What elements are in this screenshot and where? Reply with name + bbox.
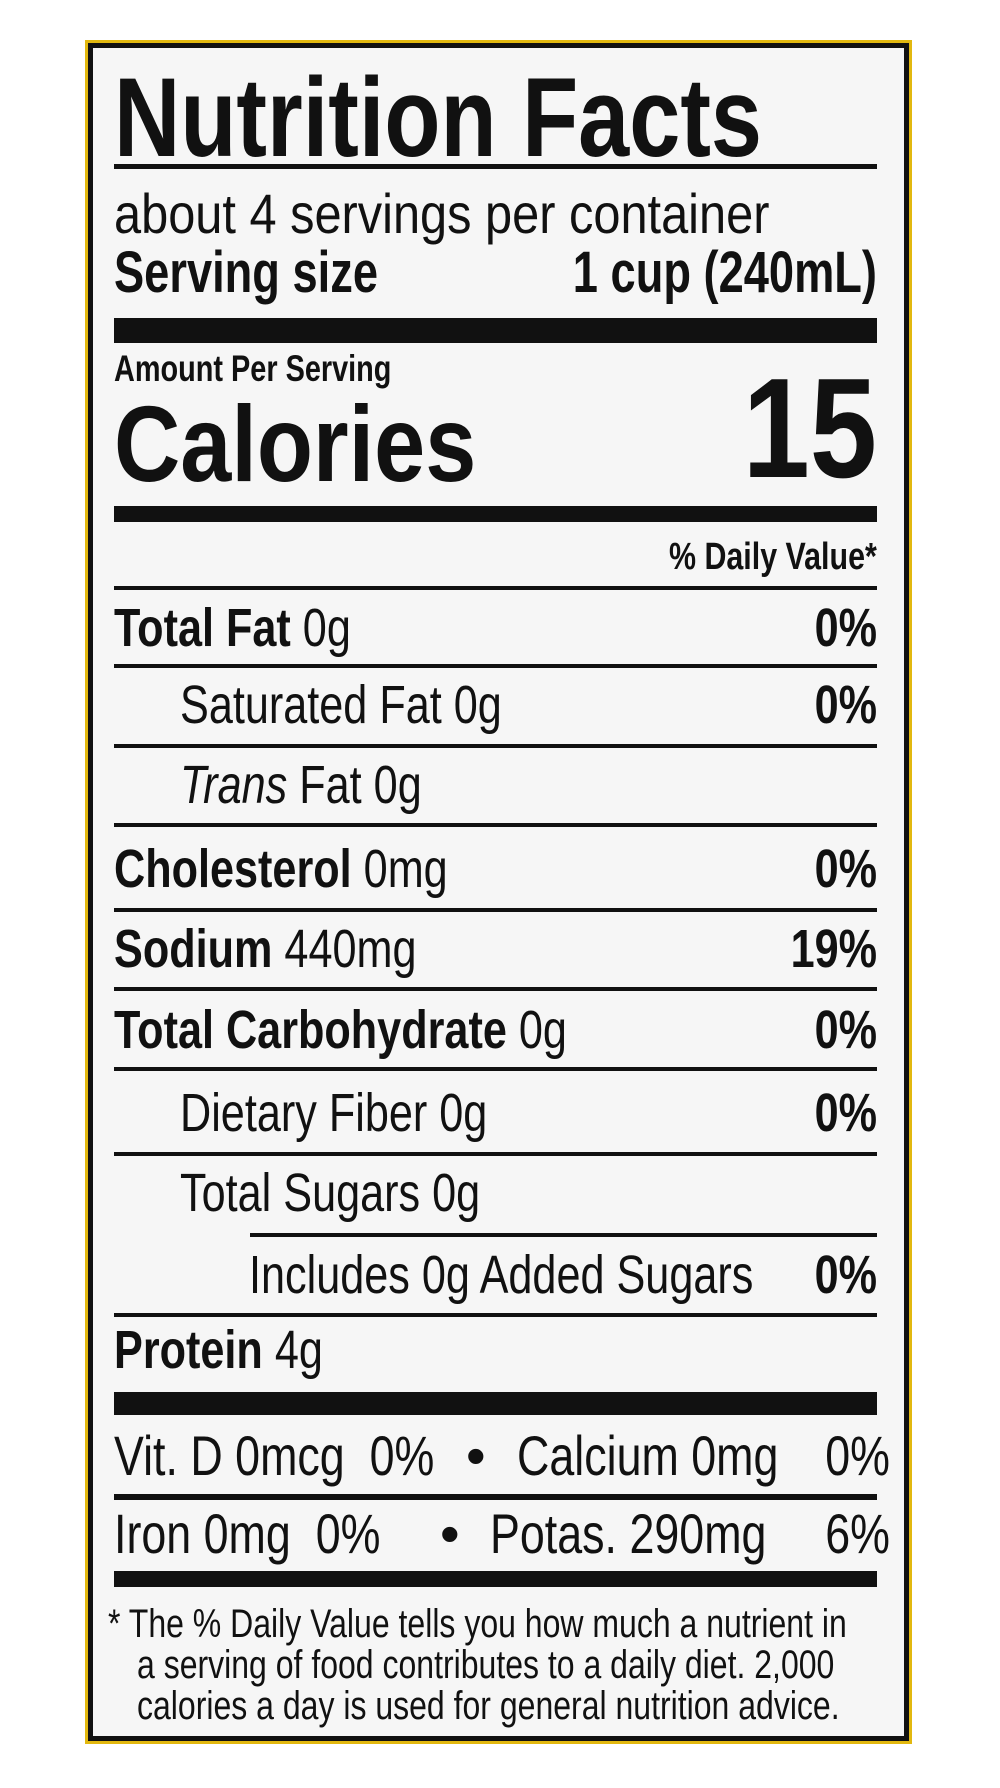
dv-sodium: 19%: [790, 919, 877, 979]
nutrient-row-total-carbohydrate: Total Carbohydrate 0g: [114, 1000, 567, 1060]
nutrient-row-cholesterol: Cholesterol 0mg: [114, 839, 448, 899]
label-title: Nutrition Facts: [114, 55, 762, 180]
short-divider: [250, 1233, 877, 1237]
divider: [114, 1494, 877, 1500]
footnote-line-2: a serving of food contributes to a daily…: [137, 1643, 835, 1687]
servings-per-container: about 4 servings per container: [114, 182, 770, 245]
calories-value: 15: [742, 349, 877, 508]
dv-dietary-fiber: 0%: [814, 1083, 877, 1143]
label-border: [88, 43, 909, 1741]
divider: [114, 664, 877, 668]
daily-value-header: % Daily Value*: [669, 536, 877, 578]
serving-size-value: 1 cup (240mL): [572, 240, 877, 305]
potassium: Potas. 290mg: [490, 1502, 767, 1565]
divider: [114, 1152, 877, 1156]
dv-added-sugars: 0%: [814, 1245, 877, 1305]
vitamin-d: Vit. D 0mcg 0%: [114, 1424, 435, 1487]
divider: [114, 1313, 877, 1317]
footnote-line-3: calories a day is used for general nutri…: [137, 1684, 840, 1728]
nutrient-row-total-sugars: Total Sugars 0g: [180, 1163, 481, 1223]
nutrient-row-total-fat: Total Fat 0g: [114, 598, 351, 658]
divider: [114, 987, 877, 991]
amount-per-serving: Amount Per Serving: [114, 348, 392, 389]
nutrient-row-trans-fat: Trans Fat 0g: [180, 755, 422, 815]
divider: [114, 744, 877, 748]
dv-total-fat: 0%: [814, 598, 877, 658]
bullet-separator: •: [466, 1424, 486, 1487]
dv-saturated-fat: 0%: [814, 675, 877, 735]
divider: [114, 1067, 877, 1071]
nutrient-row-sodium: Sodium 440mg: [114, 919, 417, 979]
divider: [114, 823, 877, 827]
nutrient-row-dietary-fiber: Dietary Fiber 0g: [180, 1083, 488, 1143]
nutrient-row-saturated-fat: Saturated Fat 0g: [180, 675, 502, 735]
dv-calcium: 0%: [825, 1424, 890, 1487]
divider: [114, 908, 877, 912]
thick-divider: [114, 1392, 877, 1415]
divider: [114, 164, 877, 169]
footnote-line-1: * The % Daily Value tells you how much a…: [108, 1602, 847, 1646]
dv-cholesterol: 0%: [814, 839, 877, 899]
nutrient-row-added-sugars: Includes 0g Added Sugars: [249, 1245, 754, 1305]
thick-divider: [114, 318, 877, 343]
iron: Iron 0mg 0%: [114, 1502, 381, 1565]
divider: [114, 586, 877, 590]
nutrient-row-protein: Protein 4g: [114, 1320, 323, 1380]
calories-label: Calories: [114, 383, 477, 504]
medium-divider: [114, 506, 877, 522]
dv-potassium: 6%: [825, 1502, 890, 1565]
medium-divider: [114, 1571, 877, 1587]
serving-size-label: Serving size: [114, 240, 379, 305]
bullet-separator: •: [440, 1502, 460, 1565]
dv-total-carbohydrate: 0%: [814, 1000, 877, 1060]
calcium: Calcium 0mg: [517, 1424, 779, 1487]
